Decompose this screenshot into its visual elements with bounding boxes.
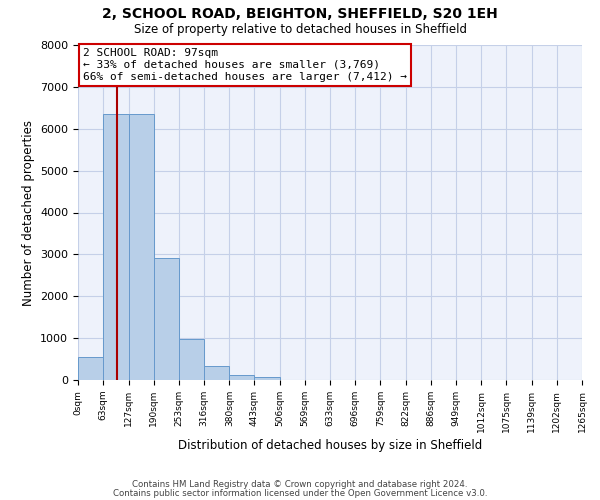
Text: Contains HM Land Registry data © Crown copyright and database right 2024.: Contains HM Land Registry data © Crown c… — [132, 480, 468, 489]
Text: Size of property relative to detached houses in Sheffield: Size of property relative to detached ho… — [133, 22, 467, 36]
Bar — [229, 374, 254, 380]
Bar — [254, 376, 280, 380]
Y-axis label: Number of detached properties: Number of detached properties — [22, 120, 35, 306]
X-axis label: Distribution of detached houses by size in Sheffield: Distribution of detached houses by size … — [178, 439, 482, 452]
Bar — [78, 357, 103, 380]
Bar — [103, 114, 128, 380]
Bar — [128, 114, 154, 380]
Text: 2, SCHOOL ROAD, BEIGHTON, SHEFFIELD, S20 1EH: 2, SCHOOL ROAD, BEIGHTON, SHEFFIELD, S20… — [102, 8, 498, 22]
Text: 2 SCHOOL ROAD: 97sqm
← 33% of detached houses are smaller (3,769)
66% of semi-de: 2 SCHOOL ROAD: 97sqm ← 33% of detached h… — [83, 48, 407, 82]
Text: Contains public sector information licensed under the Open Government Licence v3: Contains public sector information licen… — [113, 488, 487, 498]
Bar — [204, 366, 229, 380]
Bar — [154, 258, 179, 380]
Bar — [179, 340, 204, 380]
